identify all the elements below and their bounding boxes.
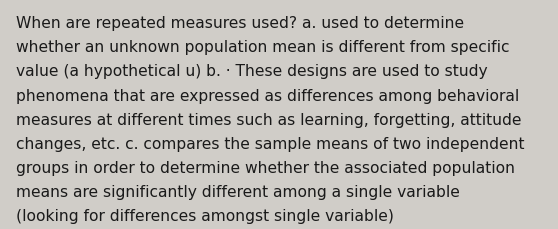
- Text: phenomena that are expressed as differences among behavioral: phenomena that are expressed as differen…: [16, 88, 519, 103]
- Text: (looking for differences amongst single variable): (looking for differences amongst single …: [16, 208, 393, 223]
- Text: measures at different times such as learning, forgetting, attitude: measures at different times such as lear…: [16, 112, 521, 127]
- Text: means are significantly different among a single variable: means are significantly different among …: [16, 184, 459, 199]
- Text: groups in order to determine whether the associated population: groups in order to determine whether the…: [16, 160, 514, 175]
- Text: whether an unknown population mean is different from specific: whether an unknown population mean is di…: [16, 40, 509, 55]
- Text: value (a hypothetical u) b. · These designs are used to study: value (a hypothetical u) b. · These desi…: [16, 64, 487, 79]
- Text: When are repeated measures used? a. used to determine: When are repeated measures used? a. used…: [16, 16, 464, 31]
- Text: changes, etc. c. compares the sample means of two independent: changes, etc. c. compares the sample mea…: [16, 136, 524, 151]
